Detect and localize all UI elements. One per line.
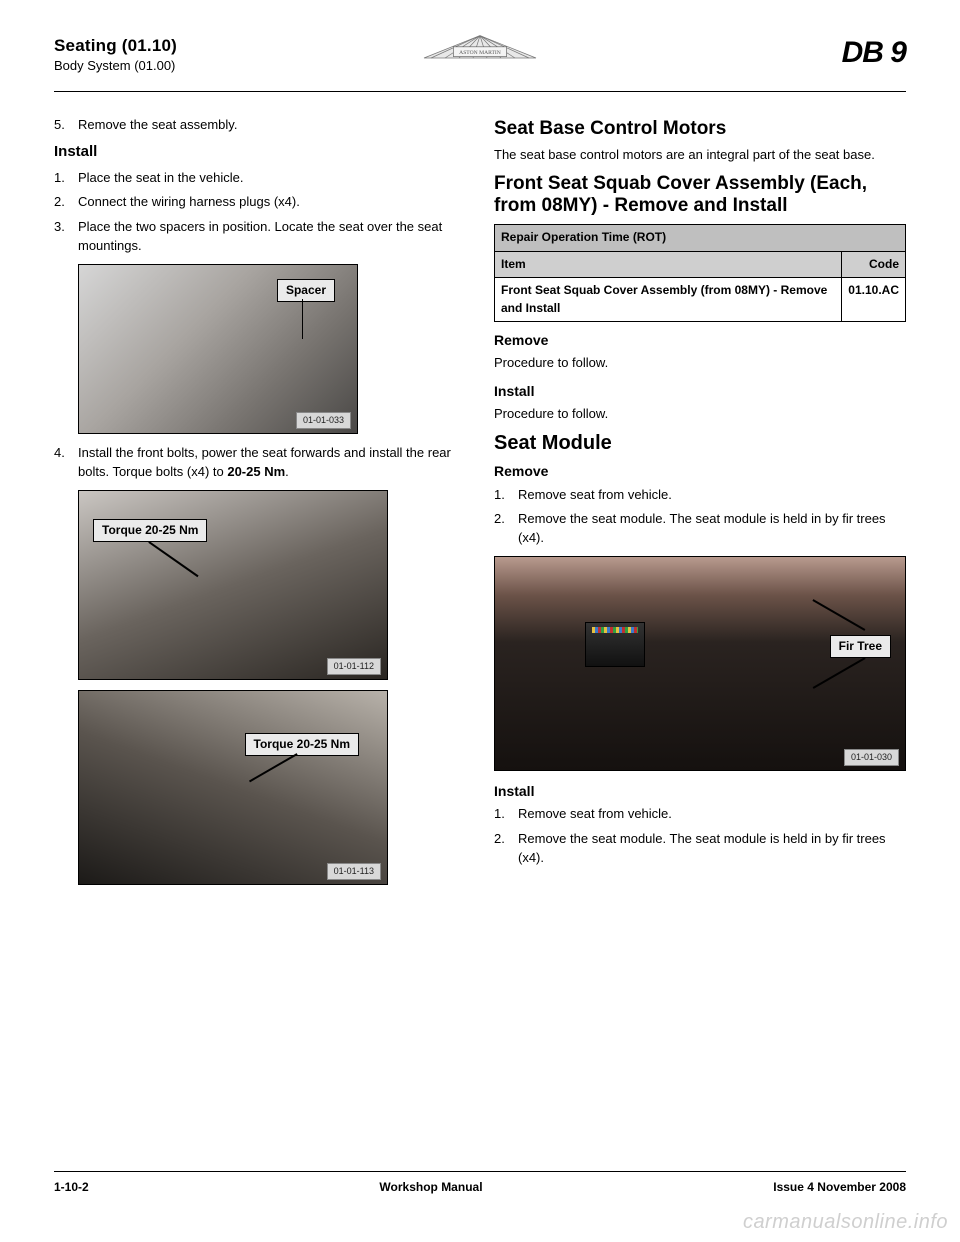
heading-squab-cover: Front Seat Squab Cover Assembly (Each, f…	[494, 173, 906, 217]
logo-text: ASTON MARTIN	[459, 50, 501, 56]
callout-line	[149, 541, 199, 577]
module-remove-step-2: Remove the seat module. The seat module …	[494, 510, 906, 548]
install-text: Procedure to follow.	[494, 405, 906, 424]
heading-base-motors: Seat Base Control Motors	[494, 118, 906, 140]
install-step-2: Connect the wiring harness plugs (x4).	[54, 193, 466, 212]
model-name: DB 9	[842, 36, 906, 70]
figure-id: 01-01-113	[327, 863, 381, 880]
callout-torque-1: Torque 20-25 Nm	[93, 519, 207, 542]
rot-item: Front Seat Squab Cover Assembly (from 08…	[495, 278, 842, 322]
module-remove-heading: Remove	[494, 461, 906, 481]
remove-text: Procedure to follow.	[494, 354, 906, 373]
remove-heading: Remove	[494, 330, 906, 350]
module-install-step-1: Remove seat from vehicle.	[494, 805, 906, 824]
install-heading: Install	[54, 141, 466, 163]
figure-torque-rear: Torque 20-25 Nm 01-01-113	[78, 690, 388, 885]
module-remove-step-1: Remove seat from vehicle.	[494, 486, 906, 505]
callout-line	[813, 599, 866, 630]
step-text-end: .	[285, 464, 289, 479]
section-title: Seating (01.10)	[54, 36, 177, 56]
callout-line	[813, 657, 866, 688]
header-left: Seating (01.10) Body System (01.00)	[54, 36, 177, 73]
callout-torque-2: Torque 20-25 Nm	[245, 733, 359, 756]
install-step-1: Place the seat in the vehicle.	[54, 169, 466, 188]
header-rule	[54, 91, 906, 92]
footer-page-number: 1-10-2	[54, 1180, 89, 1194]
install-step-3: Place the two spacers in position. Locat…	[54, 218, 466, 256]
footer-manual-title: Workshop Manual	[379, 1180, 482, 1194]
base-motors-text: The seat base control motors are an inte…	[494, 146, 906, 165]
install-steps-cont: Install the front bolts, power the seat …	[54, 444, 466, 482]
figure-id: 01-01-112	[327, 658, 381, 675]
section-subtitle: Body System (01.00)	[54, 58, 177, 73]
module-install-step-2: Remove the seat module. The seat module …	[494, 830, 906, 868]
aston-martin-logo: ASTON MARTIN	[410, 30, 550, 72]
callout-spacer: Spacer	[277, 279, 335, 302]
callout-line	[302, 299, 304, 339]
torque-value: 20-25 Nm	[227, 464, 285, 479]
heading-seat-module: Seat Module	[494, 432, 906, 455]
right-column: Seat Base Control Motors The seat base c…	[494, 116, 906, 895]
figure-fir-tree: Fir Tree 01-01-030	[494, 556, 906, 771]
page-header: Seating (01.10) Body System (01.00) ASTO…	[54, 36, 906, 73]
rot-code-header: Code	[842, 251, 906, 277]
install-steps: Place the seat in the vehicle. Connect t…	[54, 169, 466, 256]
figure-torque-front: Torque 20-25 Nm 01-01-112	[78, 490, 388, 680]
remove-steps-cont: Remove the seat assembly.	[54, 116, 466, 135]
wire-colors	[592, 627, 638, 633]
figure-spacer: Spacer 01-01-033	[78, 264, 358, 434]
connector-shape	[585, 622, 645, 667]
module-install-steps: Remove seat from vehicle. Remove the sea…	[494, 805, 906, 868]
footer-issue-date: Issue 4 November 2008	[773, 1180, 906, 1194]
rot-header: Repair Operation Time (ROT)	[495, 225, 906, 251]
figure-id: 01-01-030	[844, 749, 899, 766]
rot-table: Repair Operation Time (ROT) Item Code Fr…	[494, 224, 906, 322]
footer-rule	[54, 1171, 906, 1172]
callout-fir-tree: Fir Tree	[830, 635, 891, 658]
left-column: Remove the seat assembly. Install Place …	[54, 116, 466, 895]
install-step-4: Install the front bolts, power the seat …	[54, 444, 466, 482]
rot-code: 01.10.AC	[842, 278, 906, 322]
watermark: carmanualsonline.info	[743, 1211, 948, 1234]
page-footer: 1-10-2 Workshop Manual Issue 4 November …	[54, 1167, 906, 1194]
module-install-heading: Install	[494, 781, 906, 801]
remove-step-5: Remove the seat assembly.	[54, 116, 466, 135]
rot-item-header: Item	[495, 251, 842, 277]
callout-line	[249, 753, 297, 782]
figure-id: 01-01-033	[296, 412, 351, 429]
install-heading: Install	[494, 381, 906, 401]
module-remove-steps: Remove seat from vehicle. Remove the sea…	[494, 486, 906, 549]
